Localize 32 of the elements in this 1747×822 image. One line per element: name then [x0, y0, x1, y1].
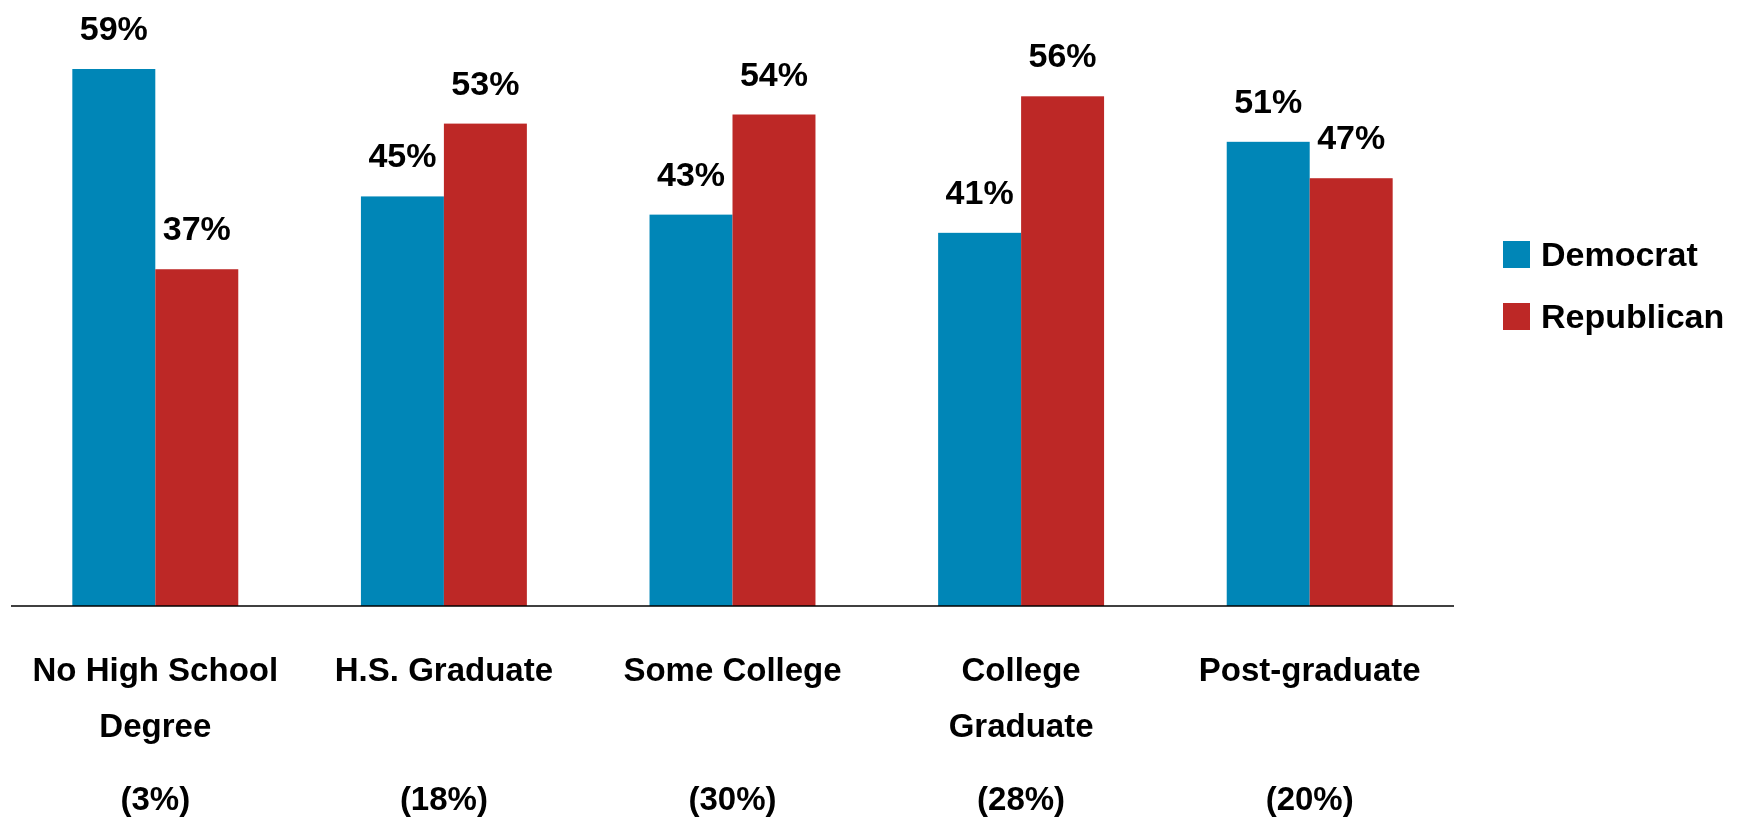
- x-tick-label: No High School Degree: [32, 651, 279, 744]
- bar: [360, 196, 444, 606]
- bar: [155, 269, 239, 606]
- data-label: 45%: [368, 136, 437, 175]
- bar: [938, 232, 1022, 606]
- text: (28%): [977, 780, 1066, 817]
- text: (30%): [688, 780, 777, 817]
- x-tick-label: Post-graduate: [1198, 651, 1421, 688]
- bar: [1226, 141, 1310, 606]
- x-tick-label: H.S. Graduate: [334, 651, 554, 688]
- data-label: 59%: [79, 9, 148, 47]
- x-tick-label: College Graduate: [948, 651, 1094, 744]
- bar: [1309, 178, 1393, 606]
- data-label: 56%: [1028, 36, 1097, 75]
- data-label: 41%: [945, 172, 1014, 211]
- bar: [72, 69, 156, 606]
- text: (3%): [120, 780, 191, 817]
- data-label: 47%: [1317, 118, 1386, 157]
- x-tick-label: Some College: [623, 651, 842, 688]
- data-label: 53%: [451, 63, 520, 102]
- legend-label: Republican: [1541, 297, 1725, 335]
- bar: [732, 114, 816, 606]
- legend-label: Democrat: [1541, 235, 1698, 273]
- data-label: 43%: [656, 154, 726, 193]
- bar: [649, 214, 733, 606]
- data-label: 37%: [162, 209, 231, 248]
- bar: [443, 123, 527, 606]
- data-label: 54%: [739, 54, 809, 93]
- bar: [1021, 96, 1105, 606]
- text: (20%): [1265, 780, 1354, 817]
- text: (18%): [399, 780, 488, 817]
- data-label: 51%: [1234, 81, 1303, 120]
